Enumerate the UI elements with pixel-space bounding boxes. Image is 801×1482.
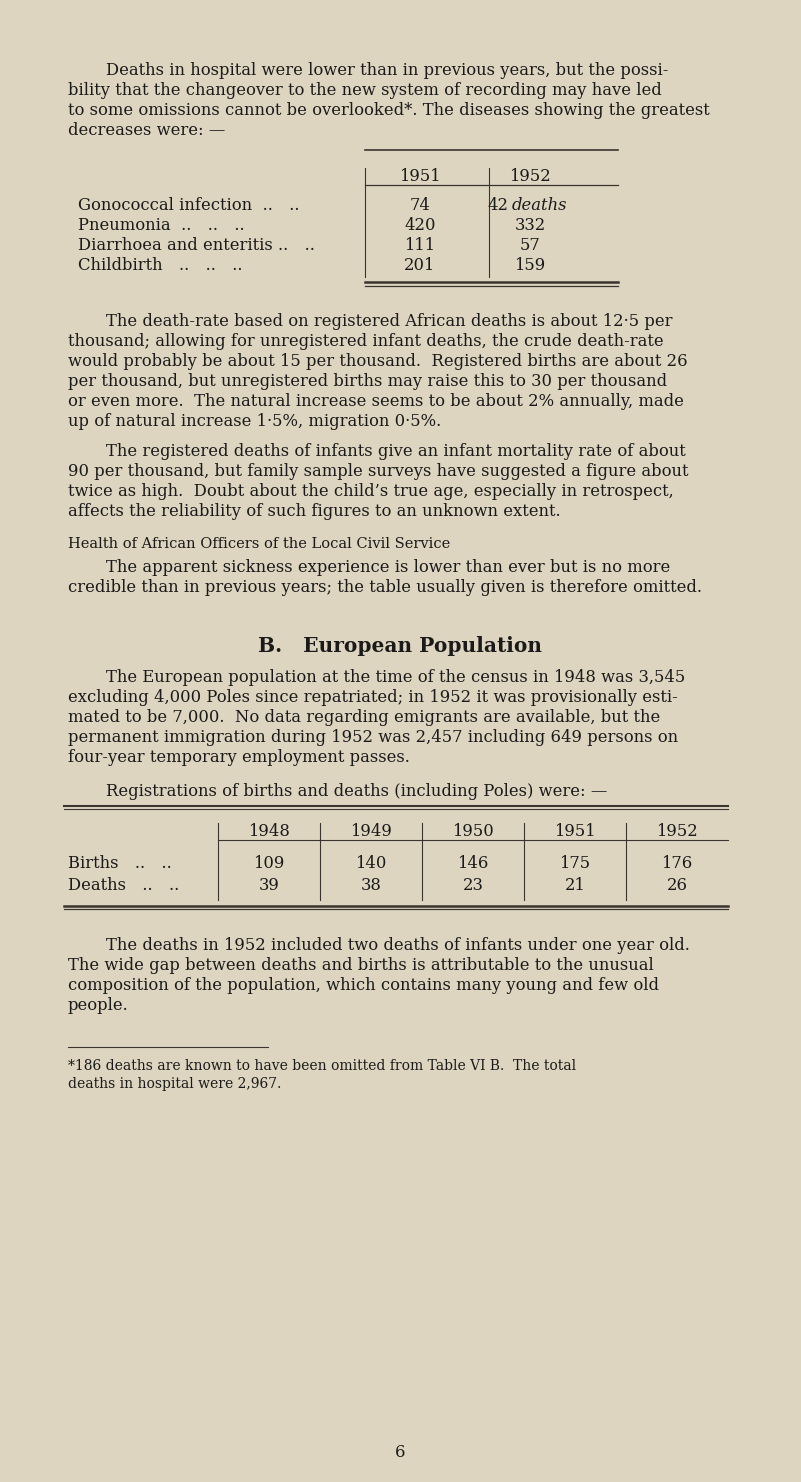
Text: 26: 26 [666,877,687,895]
Text: Diarrhoea and enteritis .. ..: Diarrhoea and enteritis .. .. [78,237,315,253]
Text: Deaths .. ..: Deaths .. .. [68,877,179,895]
Text: excluding 4,000 Poles since repatriated; in 1952 it was provisionally esti-: excluding 4,000 Poles since repatriated;… [68,689,678,707]
Text: Health of African Officers of the Local Civil Service: Health of African Officers of the Local … [68,538,450,551]
Text: 39: 39 [259,877,280,895]
Text: 140: 140 [356,855,387,873]
Text: 74: 74 [409,197,430,213]
Text: Childbirth .. .. ..: Childbirth .. .. .. [78,256,243,274]
Text: thousand; allowing for unregistered infant deaths, the crude death-rate: thousand; allowing for unregistered infa… [68,333,663,351]
Text: mated to be 7,000.  No data regarding emigrants are available, but the: mated to be 7,000. No data regarding emi… [68,710,660,726]
Text: 38: 38 [360,877,381,895]
Text: B.   European Population: B. European Population [259,636,542,657]
Text: 175: 175 [559,855,590,873]
Text: bility that the changeover to the new system of recording may have led: bility that the changeover to the new sy… [68,82,662,99]
Text: people.: people. [68,997,129,1014]
Text: four-year temporary employment passes.: four-year temporary employment passes. [68,750,410,766]
Text: Registrations of births and deaths (including Poles) were: —: Registrations of births and deaths (incl… [106,784,607,800]
Text: The registered deaths of infants give an infant mortality rate of about: The registered deaths of infants give an… [106,443,686,461]
Text: 201: 201 [405,256,436,274]
Text: 1951: 1951 [554,823,596,839]
Text: 23: 23 [462,877,484,895]
Text: 42: 42 [487,197,508,213]
Text: The apparent sickness experience is lower than ever but is no more: The apparent sickness experience is lowe… [106,559,670,575]
Text: credible than in previous years; the table usually given is therefore omitted.: credible than in previous years; the tab… [68,578,702,596]
Text: 1951: 1951 [399,167,441,185]
Text: decreases were: —: decreases were: — [68,122,225,139]
Text: The deaths in 1952 included two deaths of infants under one year old.: The deaths in 1952 included two deaths o… [106,937,690,954]
Text: 159: 159 [514,256,545,274]
Text: 57: 57 [520,237,541,253]
Text: 332: 332 [514,216,545,234]
Text: Births .. ..: Births .. .. [68,855,171,873]
Text: 1950: 1950 [452,823,494,839]
Text: deaths: deaths [512,197,567,213]
Text: 420: 420 [405,216,436,234]
Text: composition of the population, which contains many young and few old: composition of the population, which con… [68,977,659,994]
Text: 146: 146 [457,855,489,873]
Text: The European population at the time of the census in 1948 was 3,545: The European population at the time of t… [106,670,685,686]
Text: permanent immigration during 1952 was 2,457 including 649 persons on: permanent immigration during 1952 was 2,… [68,729,678,747]
Text: per thousand, but unregistered births may raise this to 30 per thousand: per thousand, but unregistered births ma… [68,373,667,390]
Text: or even more.  The natural increase seems to be about 2% annually, made: or even more. The natural increase seems… [68,394,684,411]
Text: Deaths in hospital were lower than in previous years, but the possi-: Deaths in hospital were lower than in pr… [106,62,668,79]
Text: 176: 176 [662,855,693,873]
Text: to some omissions cannot be overlooked*. The diseases showing the greatest: to some omissions cannot be overlooked*.… [68,102,710,119]
Text: 21: 21 [565,877,586,895]
Text: 1949: 1949 [350,823,392,839]
Text: twice as high.  Doubt about the child’s true age, especially in retrospect,: twice as high. Doubt about the child’s t… [68,483,674,501]
Text: The wide gap between deaths and births is attributable to the unusual: The wide gap between deaths and births i… [68,957,654,974]
Text: 109: 109 [253,855,284,873]
Text: deaths in hospital were 2,967.: deaths in hospital were 2,967. [68,1077,281,1091]
Text: Pneumonia  .. .. ..: Pneumonia .. .. .. [78,216,244,234]
Text: affects the reliability of such figures to an unknown extent.: affects the reliability of such figures … [68,504,561,520]
Text: up of natural increase 1·5%, migration 0·5%.: up of natural increase 1·5%, migration 0… [68,413,441,430]
Text: *186 deaths are known to have been omitted from Table VI B.  The total: *186 deaths are known to have been omitt… [68,1060,576,1073]
Text: 111: 111 [405,237,436,253]
Text: The death-rate based on registered African deaths is about 12·5 per: The death-rate based on registered Afric… [106,314,673,330]
Text: 90 per thousand, but family sample surveys have suggested a figure about: 90 per thousand, but family sample surve… [68,464,689,480]
Text: 1952: 1952 [509,167,551,185]
Text: 1952: 1952 [656,823,698,839]
Text: 6: 6 [395,1443,406,1461]
Text: would probably be about 15 per thousand.  Registered births are about 26: would probably be about 15 per thousand.… [68,354,687,370]
Text: Gonococcal infection  .. ..: Gonococcal infection .. .. [78,197,300,213]
Text: 1948: 1948 [248,823,290,839]
